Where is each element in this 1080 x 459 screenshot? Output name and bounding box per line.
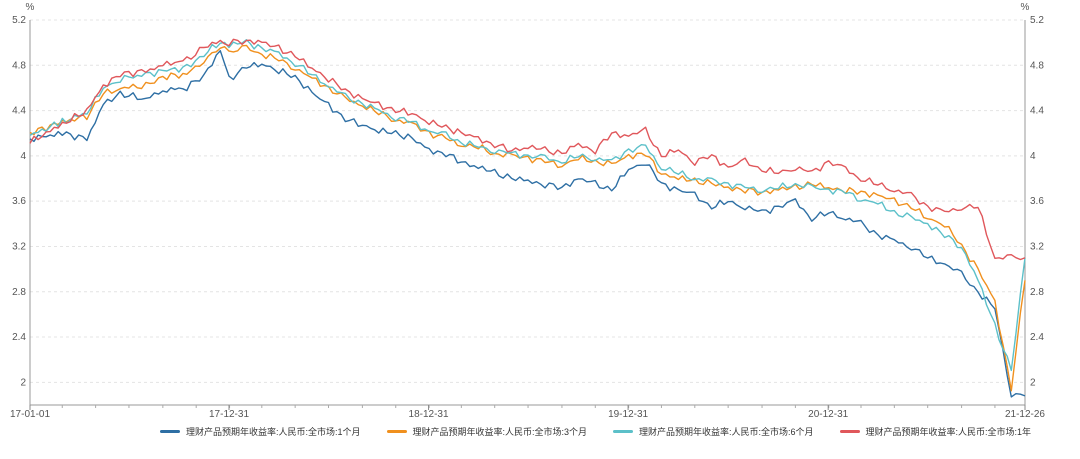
legend-item[interactable]: 理财产品预期年收益率:人民币:全市场:3个月 [386, 425, 588, 438]
x-tick-label: 17-12-31 [209, 409, 249, 420]
axes: 2 2 2.4 2.4 2.8 2.8 3.2 3.2 3.6 3.6 4 4 4.4 4.4 4.8 4.8… [10, 15, 1045, 420]
y-tick-label-right: 4 [1030, 151, 1036, 162]
series-line [29, 44, 1026, 392]
legend-swatch [613, 430, 634, 433]
grid-lines [30, 19, 1025, 383]
y-tick-label-right: 5.2 [1030, 15, 1044, 26]
series-lines [29, 38, 1026, 398]
y-tick-label-right: 4.4 [1030, 106, 1044, 117]
y-unit-left: % [26, 2, 35, 13]
legend-label: 理财产品预期年收益率:人民币:全市场:3个月 [412, 427, 588, 437]
y-tick-label-left: 2 [20, 377, 26, 388]
legend-item[interactable]: 理财产品预期年收益率:人民币:全市场:1个月 [160, 425, 361, 438]
legend-item[interactable]: 理财产品预期年收益率:人民币:全市场:6个月 [613, 425, 814, 438]
series-line [29, 38, 1026, 261]
series-line [29, 39, 1026, 372]
legend: 理财产品预期年收益率:人民币:全市场:1个月 理财产品预期年收益率:人民币:全市场… [160, 425, 1031, 438]
legend-swatch [386, 430, 407, 433]
y-tick-label-left: 3.2 [12, 241, 26, 252]
y-tick-label-left: 3.6 [12, 196, 26, 207]
legend-swatch [839, 430, 860, 433]
x-tick-label: 20-12-31 [808, 409, 848, 420]
y-tick-label-right: 4.8 [1030, 60, 1044, 71]
y-tick-label-left: 4.4 [12, 106, 26, 117]
x-tick-label: 17-01-01 [10, 409, 50, 420]
legend-item[interactable]: 理财产品预期年收益率:人民币:全市场:1年 [839, 425, 1032, 438]
y-tick-label-left: 2.4 [12, 332, 26, 343]
y-tick-label-right: 2 [1030, 377, 1036, 388]
y-tick-label-left: 4.8 [12, 60, 26, 71]
y-tick-label-right: 2.8 [1030, 287, 1044, 298]
y-tick-label-right: 2.4 [1030, 332, 1044, 343]
legend-label: 理财产品预期年收益率:人民币:全市场:1年 [865, 427, 1032, 437]
y-unit-right: % [1021, 2, 1030, 13]
y-tick-label-left: 5.2 [12, 15, 26, 26]
y-tick-label-left: 2.8 [12, 287, 26, 298]
x-tick-label: 18-12-31 [409, 409, 449, 420]
y-tick-label-right: 3.2 [1030, 241, 1044, 252]
legend-swatch [160, 430, 180, 433]
legend-label: 理财产品预期年收益率:人民币:全市场:6个月 [639, 427, 814, 437]
x-tick-label: 21-12-26 [1005, 409, 1045, 420]
series-line [29, 50, 1026, 398]
y-tick-label-right: 3.6 [1030, 196, 1044, 207]
x-tick-label: 19-12-31 [608, 409, 648, 420]
legend-label: 理财产品预期年收益率:人民币:全市场:1个月 [186, 427, 361, 437]
y-tick-label-left: 4 [20, 151, 26, 162]
